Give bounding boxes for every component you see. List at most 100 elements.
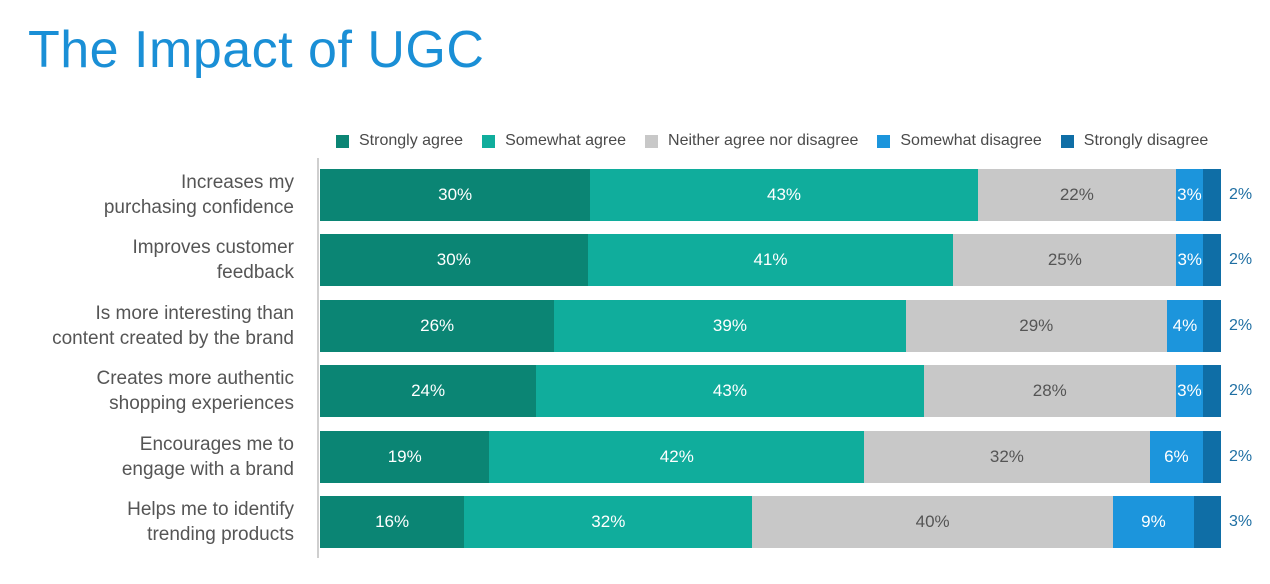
y-axis-line bbox=[317, 158, 319, 558]
bar-segment-strongly-agree: 26% bbox=[320, 299, 555, 352]
category-label-line: feedback bbox=[216, 262, 294, 284]
bar-segment-neutral: 28% bbox=[923, 365, 1176, 418]
bar-segment-strongly-disagree bbox=[1203, 430, 1221, 483]
data-label: 3% bbox=[1177, 381, 1202, 401]
bar-segment-somewhat-disagree: 4% bbox=[1166, 299, 1203, 352]
bar-row: 16% 32% 40% 9% bbox=[320, 496, 1221, 548]
bar-row: 30% 41% 25% 3% bbox=[320, 234, 1221, 287]
legend-label-neutral: Neither agree nor disagree bbox=[668, 132, 859, 149]
data-label-strongly-disagree: 2% bbox=[1229, 382, 1253, 400]
bar-segment-somewhat-disagree: 3% bbox=[1176, 234, 1204, 287]
legend: Strongly agree Somewhat agree Neither ag… bbox=[336, 131, 1208, 151]
data-label: 43% bbox=[766, 185, 802, 204]
category-label: Creates more authentic shopping experienc… bbox=[0, 366, 295, 416]
category-label: Is more interesting than content created … bbox=[0, 301, 294, 351]
bar-segment-somewhat-agree: 32% bbox=[464, 496, 753, 548]
data-label: 41% bbox=[753, 250, 788, 270]
data-label: 39% bbox=[712, 315, 747, 335]
bar-segment-strongly-agree: 16% bbox=[320, 496, 465, 548]
category-label-line: Improves customer bbox=[132, 237, 294, 259]
data-label: 25% bbox=[1047, 250, 1082, 270]
category-label: Increases my purchasing confidence bbox=[0, 170, 294, 220]
data-label: 6% bbox=[1164, 446, 1189, 466]
data-label-strongly-disagree: 2% bbox=[1229, 186, 1253, 203]
bar-segment-neutral: 40% bbox=[752, 496, 1113, 548]
bar-segment-somewhat-disagree: 9% bbox=[1112, 496, 1194, 548]
legend-item-somewhat-agree: Somewhat agree bbox=[482, 132, 626, 150]
category-label-line: Helps me to identify bbox=[127, 499, 294, 520]
category-label: Encourages me to engage with a brand bbox=[0, 432, 294, 482]
bar-row: 30% 43% 22% 3% bbox=[320, 169, 1221, 221]
legend-swatch-strongly-agree bbox=[336, 134, 349, 148]
data-label: 32% bbox=[591, 512, 626, 531]
category-label: Helps me to identify trending products bbox=[0, 497, 294, 547]
data-label: 19% bbox=[387, 446, 422, 466]
data-label: 9% bbox=[1141, 512, 1166, 531]
category-label-line: content created by the brand bbox=[52, 327, 294, 349]
data-label: 30% bbox=[436, 250, 471, 270]
category-label-line: Is more interesting than bbox=[95, 302, 294, 324]
bar-segment-strongly-disagree bbox=[1203, 234, 1221, 287]
data-label: 42% bbox=[659, 446, 694, 466]
bar-row: 26% 39% 29% 4% bbox=[320, 299, 1221, 352]
bar-segment-strongly-disagree bbox=[1202, 299, 1221, 352]
data-label: 43% bbox=[712, 381, 747, 401]
bar-segment-strongly-agree: 30% bbox=[320, 169, 591, 221]
bar-segment-neutral: 29% bbox=[905, 299, 1167, 352]
data-label-strongly-disagree: 2% bbox=[1229, 316, 1253, 334]
category-label-line: Creates more authentic bbox=[96, 368, 295, 390]
category-label-line: shopping experiences bbox=[109, 393, 294, 415]
bar-segment-strongly-agree: 30% bbox=[320, 234, 588, 287]
data-label-strongly-disagree: 2% bbox=[1229, 251, 1253, 269]
legend-item-strongly-disagree: Strongly disagree bbox=[1060, 132, 1209, 150]
bar-segment-strongly-agree: 24% bbox=[320, 365, 537, 418]
data-label: 26% bbox=[420, 315, 455, 335]
legend-label-somewhat-agree: Somewhat agree bbox=[505, 132, 627, 149]
bar-segment-neutral: 25% bbox=[953, 234, 1177, 287]
bar-row: 19% 42% 32% 6% bbox=[320, 430, 1221, 483]
category-label-line: engage with a brand bbox=[121, 458, 294, 480]
data-label-strongly-disagree: 2% bbox=[1229, 447, 1253, 465]
category-label: Improves customer feedback bbox=[0, 235, 294, 285]
data-label: 22% bbox=[1059, 185, 1094, 204]
legend-item-strongly-agree: Strongly agree bbox=[336, 132, 463, 150]
bar-segment-neutral: 22% bbox=[977, 169, 1176, 221]
bar-segment-somewhat-disagree: 3% bbox=[1175, 365, 1203, 418]
bar-segment-strongly-disagree bbox=[1202, 169, 1221, 221]
data-label: 3% bbox=[1177, 250, 1203, 270]
data-label: 16% bbox=[375, 512, 410, 531]
data-label: 28% bbox=[1032, 381, 1067, 401]
bar-segment-somewhat-disagree: 6% bbox=[1149, 430, 1204, 483]
bar-segment-strongly-disagree bbox=[1202, 365, 1221, 418]
bar-segment-somewhat-agree: 43% bbox=[536, 365, 924, 418]
data-label: 40% bbox=[915, 512, 950, 531]
category-label-line: trending products bbox=[147, 524, 294, 545]
data-label: 29% bbox=[1019, 315, 1054, 335]
legend-item-somewhat-disagree: Somewhat disagree bbox=[877, 132, 1042, 150]
category-label-line: purchasing confidence bbox=[103, 197, 294, 218]
data-label: 3% bbox=[1177, 185, 1202, 204]
bar-segment-somewhat-agree: 43% bbox=[590, 169, 978, 221]
legend-swatch-somewhat-agree bbox=[482, 134, 496, 148]
bar-segment-neutral: 32% bbox=[864, 430, 1150, 483]
legend-item-neutral: Neither agree nor disagree bbox=[645, 132, 858, 150]
bar-segment-strongly-disagree bbox=[1193, 496, 1221, 548]
bar-row: 24% 43% 28% 3% bbox=[320, 365, 1221, 418]
data-label: 30% bbox=[438, 185, 473, 204]
legend-swatch-somewhat-disagree bbox=[877, 134, 891, 148]
legend-swatch-strongly-disagree bbox=[1060, 134, 1074, 148]
category-label-line: Encourages me to bbox=[139, 433, 294, 455]
bar-segment-strongly-agree: 19% bbox=[320, 430, 490, 483]
legend-label-strongly-agree: Strongly agree bbox=[359, 132, 464, 149]
bar-segment-somewhat-agree: 39% bbox=[554, 299, 906, 352]
legend-label-somewhat-disagree: Somewhat disagree bbox=[900, 132, 1042, 149]
bar-segment-somewhat-disagree: 3% bbox=[1175, 169, 1203, 221]
category-label-line: Increases my bbox=[181, 172, 294, 193]
data-label: 4% bbox=[1172, 315, 1198, 335]
legend-swatch-neutral bbox=[645, 134, 659, 148]
bar-segment-somewhat-agree: 41% bbox=[587, 234, 954, 287]
legend-label-strongly-disagree: Strongly disagree bbox=[1083, 132, 1209, 149]
bar-segment-somewhat-agree: 42% bbox=[489, 430, 865, 483]
data-label-strongly-disagree: 3% bbox=[1229, 513, 1253, 530]
chart-title: The Impact of UGC bbox=[28, 21, 485, 79]
